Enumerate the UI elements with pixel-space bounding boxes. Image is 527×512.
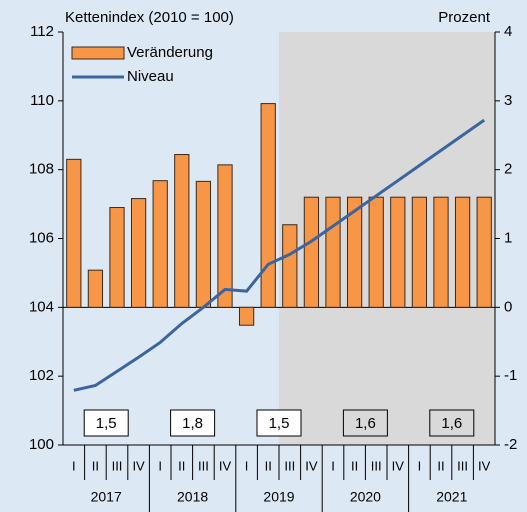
x-tick-label: IV [219, 458, 232, 473]
annual-label: 1,5 [269, 415, 290, 432]
bar [260, 103, 276, 308]
bar [217, 164, 233, 308]
annual-label: 1,8 [182, 415, 203, 432]
line [73, 118, 486, 392]
x-tick-label: II [351, 458, 358, 473]
x-tick-label: III [198, 458, 209, 473]
x-tick-label: I [158, 458, 162, 473]
year-label: 2020 [350, 489, 381, 505]
x-tick-label: IV [132, 458, 145, 473]
y2-tick-label: 3 [504, 92, 512, 109]
bar [238, 306, 255, 326]
y-tick-label: 106 [29, 229, 54, 246]
bar [66, 158, 82, 308]
annual-box [83, 409, 129, 437]
x-tick-label: II [178, 458, 185, 473]
bar [152, 180, 168, 308]
annual-box [429, 409, 475, 437]
y-tick-label: 100 [29, 436, 54, 453]
x-tick-label: III [371, 458, 382, 473]
x-tick-label: I [245, 458, 249, 473]
annual-label: 1,6 [355, 415, 376, 432]
bar [282, 224, 298, 308]
annual-label: 1,5 [96, 415, 117, 432]
annual-label: 1,6 [441, 415, 462, 432]
x-tick-label: III [457, 458, 468, 473]
y-axis-label: Kettenindex (2010 = 100) [65, 9, 234, 26]
bar [325, 196, 341, 308]
y-tick-label: 108 [29, 161, 54, 178]
y2-tick-label: -1 [504, 367, 517, 384]
y-tick-label: 112 [30, 23, 54, 40]
bar [454, 196, 471, 308]
legend-swatch [71, 46, 125, 60]
y2-tick-label: 4 [504, 23, 512, 40]
bar [346, 196, 363, 308]
x-tick-label: II [92, 458, 99, 473]
bar [130, 198, 147, 308]
annual-box [170, 409, 216, 437]
bar [303, 196, 320, 308]
y2-tick-label: 1 [504, 229, 512, 246]
year-label: 2021 [436, 489, 467, 505]
year-label: 2019 [263, 489, 294, 505]
y-tick-label: 102 [29, 367, 54, 384]
y2-tick-label: -2 [504, 436, 517, 453]
year-label: 2017 [91, 489, 122, 505]
x-tick-label: III [112, 458, 123, 473]
bar [195, 180, 212, 308]
y2-tick-label: 2 [504, 161, 512, 178]
bar [390, 196, 406, 308]
x-tick-label: I [418, 458, 422, 473]
legend-label: Veränderung [127, 44, 213, 61]
x-tick-label: II [265, 458, 272, 473]
annual-box [256, 409, 302, 437]
y2-axis-label: Prozent [438, 9, 491, 26]
bar [411, 196, 428, 308]
bar [433, 196, 449, 308]
annual-box [342, 409, 388, 437]
x-tick-label: II [437, 458, 444, 473]
y-tick-label: 110 [30, 92, 54, 109]
bar [109, 207, 125, 308]
x-tick-label: I [331, 458, 335, 473]
legend-label: Niveau [127, 68, 174, 85]
x-tick-label: IV [305, 458, 318, 473]
year-label: 2018 [177, 489, 208, 505]
bar [476, 196, 492, 308]
bar [174, 154, 190, 308]
x-tick-label: IV [392, 458, 405, 473]
y-tick-label: 104 [29, 298, 54, 315]
x-tick-label: I [72, 458, 76, 473]
y2-tick-label: 0 [504, 298, 512, 315]
x-tick-label: III [284, 458, 295, 473]
bar [368, 196, 384, 308]
x-tick-label: IV [478, 458, 491, 473]
bar [87, 269, 104, 308]
